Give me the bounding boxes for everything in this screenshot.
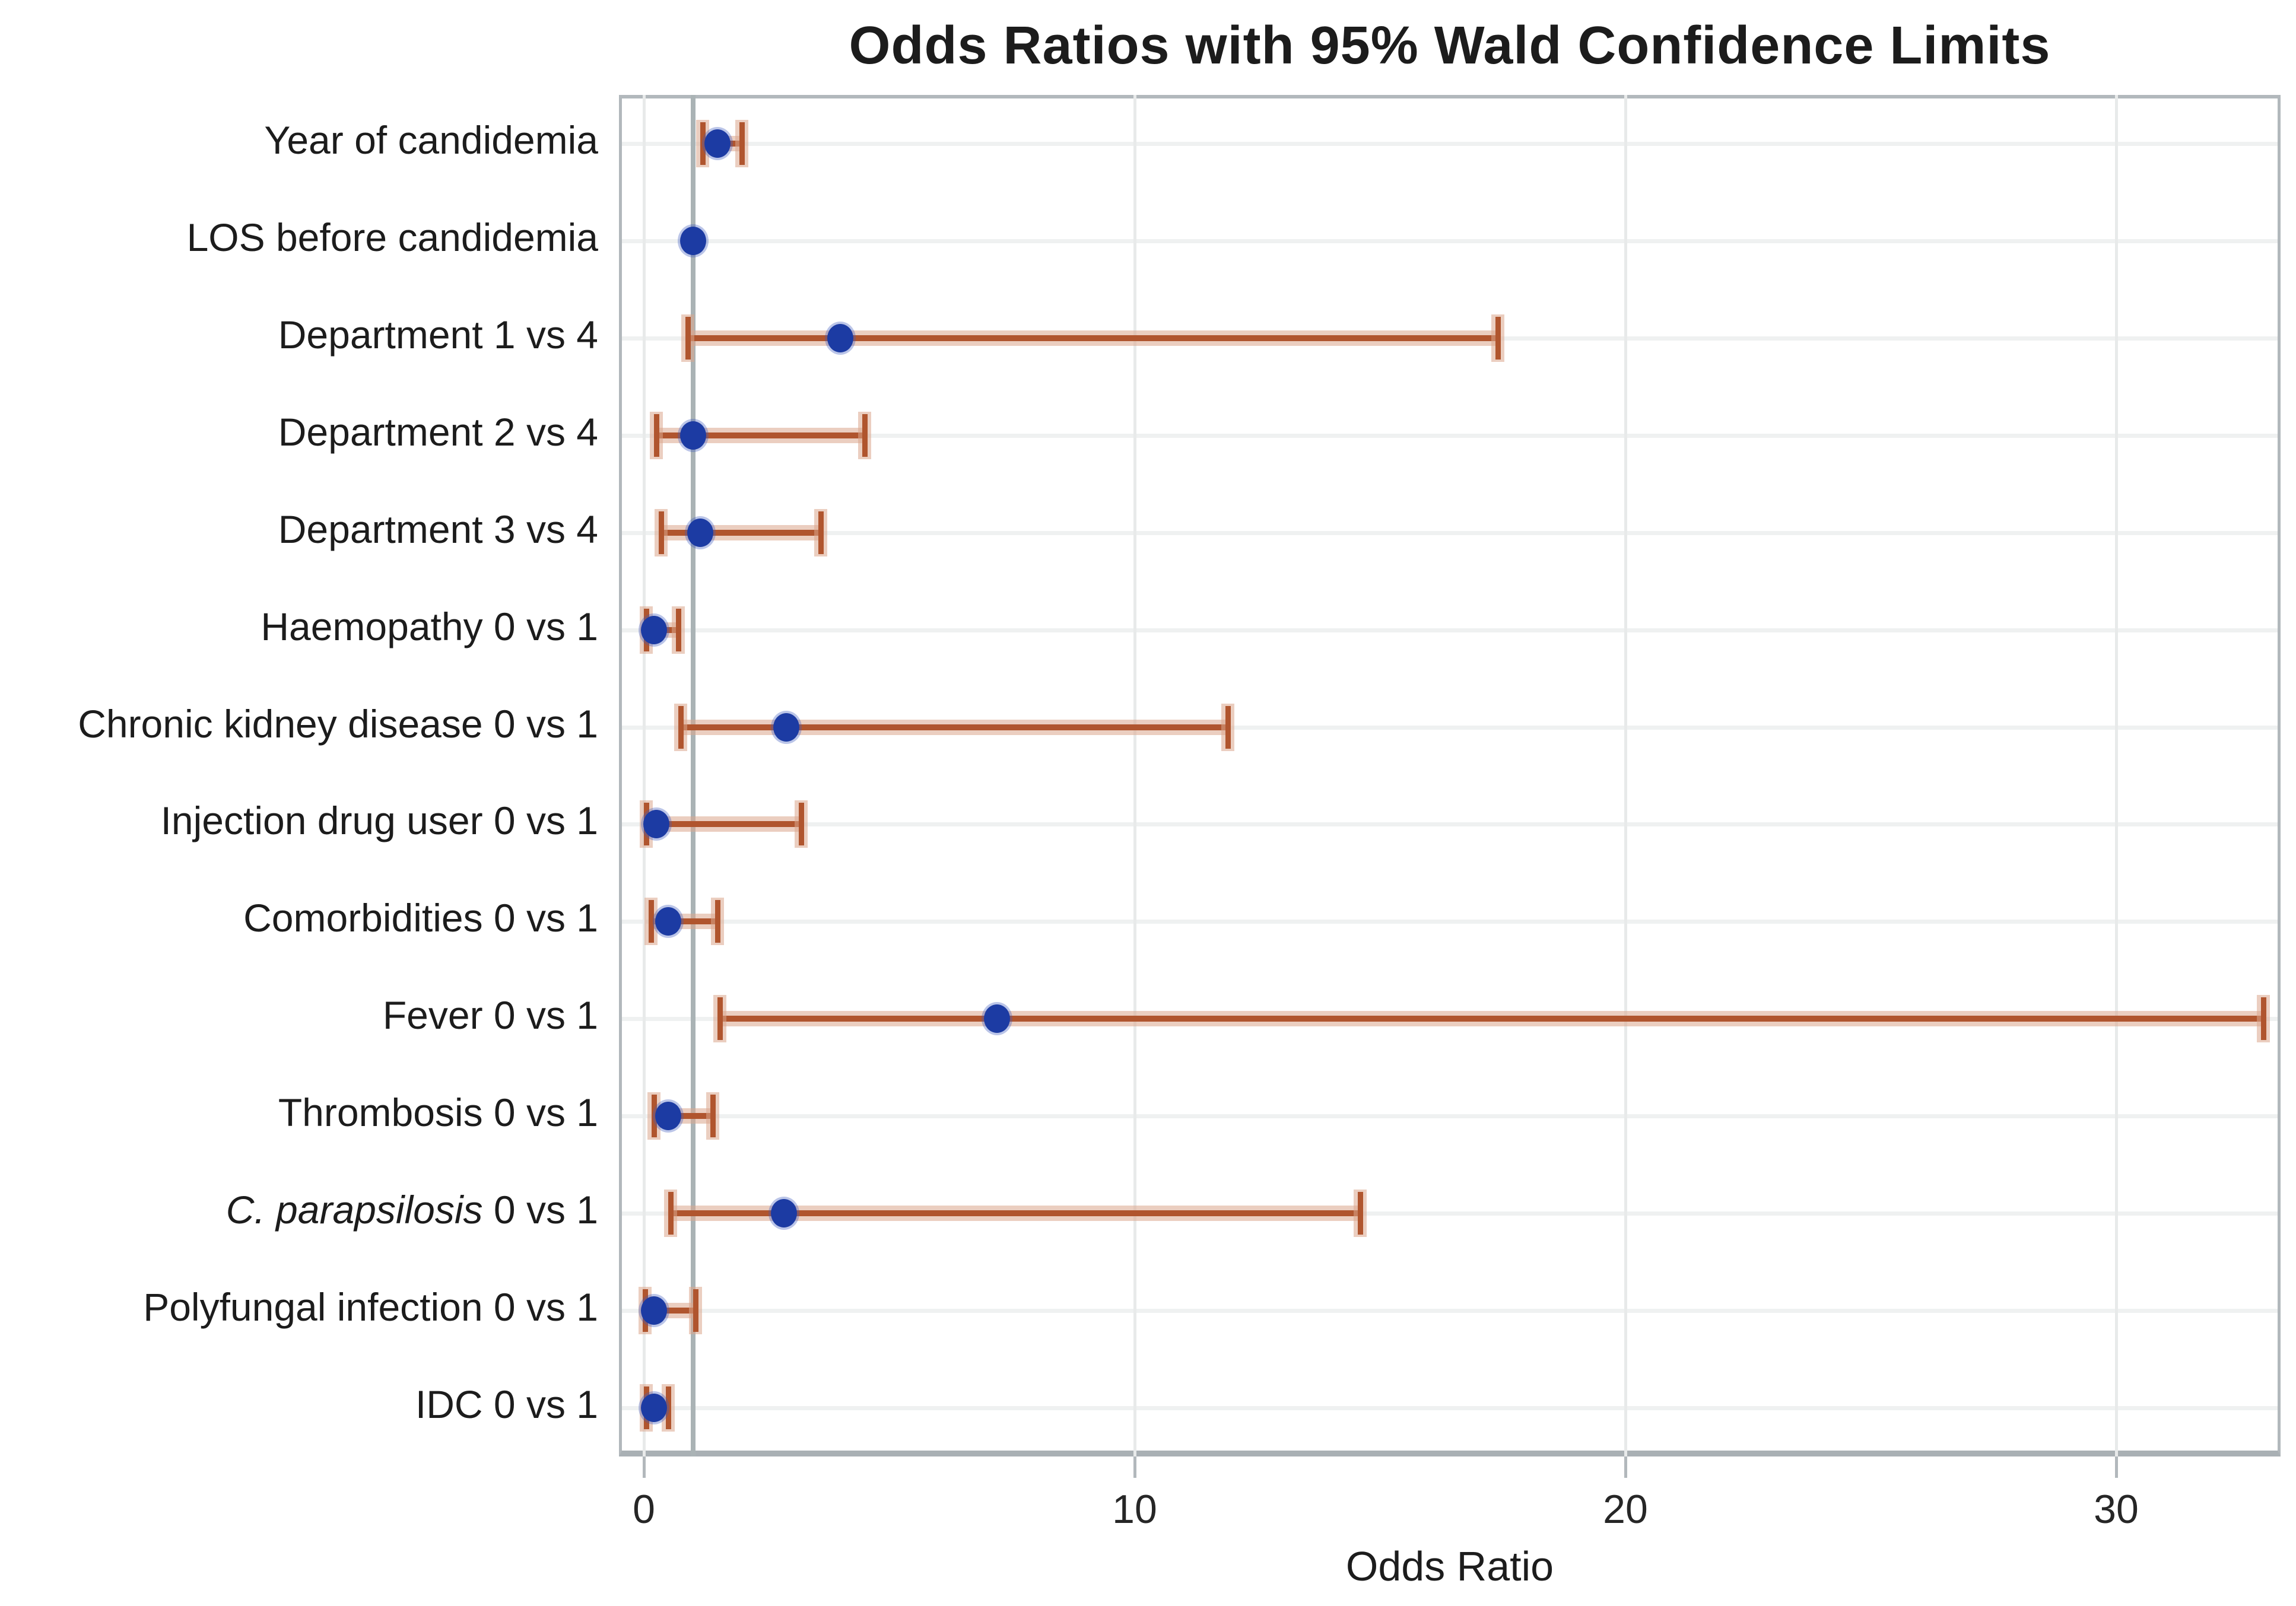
ci-cap-high (1495, 316, 1501, 360)
ci-cap-high (675, 608, 681, 651)
ci-bar (660, 529, 821, 536)
odds-ratio-marker (640, 1296, 667, 1325)
odds-ratio-marker (655, 907, 682, 936)
row-gridline (622, 238, 2278, 243)
row-gridline (622, 433, 2278, 438)
odds-ratio-marker (643, 810, 669, 839)
category-label: Polyfungal infection 0 vs 1 (143, 1285, 598, 1330)
x-tick-label: 30 (2094, 1487, 2139, 1532)
ci-cap-low (658, 511, 664, 554)
ci-bar (671, 1210, 1361, 1217)
x-gridline (2115, 95, 2118, 1456)
category-label: Comorbidities 0 vs 1 (243, 896, 598, 940)
ci-cap-high (798, 803, 804, 846)
x-tick-label: 0 (633, 1487, 655, 1532)
ci-cap-high (666, 1386, 672, 1430)
x-gridline (643, 95, 646, 1456)
ci-cap-low (668, 1192, 674, 1235)
ci-cap-low (653, 414, 659, 457)
ci-bar (653, 1113, 713, 1120)
row-gridline (622, 920, 2278, 924)
x-tick-mark (1624, 1456, 1627, 1478)
ci-bar (651, 918, 718, 925)
category-label: Thrombosis 0 vs 1 (278, 1090, 598, 1135)
category-label: LOS before candidemia (186, 215, 598, 259)
odds-ratio-marker (679, 421, 706, 450)
row-gridline (622, 725, 2278, 730)
x-gridline (1133, 95, 1136, 1456)
x-tick-mark (643, 1456, 646, 1478)
odds-ratio-marker (679, 226, 706, 255)
ci-cap-low (700, 122, 706, 165)
reference-line-or-1 (690, 95, 696, 1456)
x-tick-mark (2115, 1456, 2118, 1478)
ci-bar (646, 821, 801, 828)
ci-cap-high (818, 511, 824, 554)
ci-cap-high (710, 1095, 716, 1138)
chart-title: Odds Ratios with 95% Wald Confidence Lim… (849, 16, 2051, 75)
odds-ratio-marker (704, 129, 731, 158)
category-label: IDC 0 vs 1 (415, 1382, 598, 1427)
x-axis-title: Odds Ratio (1345, 1543, 1554, 1589)
ci-cap-low (685, 316, 691, 360)
odds-ratio-marker (640, 1394, 667, 1423)
ci-bar (681, 724, 1228, 730)
odds-ratio-marker (827, 323, 853, 352)
x-tick-label: 20 (1603, 1487, 1648, 1532)
ci-cap-low (678, 705, 684, 749)
odds-ratio-marker (640, 615, 667, 644)
ci-cap-low (651, 1095, 657, 1138)
category-label: Department 3 vs 4 (278, 507, 598, 551)
odds-ratio-marker (773, 713, 799, 742)
ci-cap-high (739, 122, 745, 165)
plot-area (619, 95, 2281, 1456)
odds-ratio-marker (984, 1004, 1011, 1033)
ci-cap-low (717, 997, 723, 1041)
ci-cap-high (1225, 705, 1231, 749)
category-label: Chronic kidney disease 0 vs 1 (78, 701, 598, 746)
ci-cap-high (862, 414, 868, 457)
ci-bar (656, 432, 865, 438)
category-label: Department 1 vs 4 (278, 312, 598, 357)
row-gridline (622, 1406, 2278, 1411)
row-gridline (622, 530, 2278, 535)
ci-cap-high (715, 900, 721, 943)
x-gridline (1624, 95, 1627, 1456)
ci-cap-low (649, 900, 655, 943)
category-label: C. parapsilosis 0 vs 1 (226, 1188, 598, 1232)
x-tick-label: 10 (1112, 1487, 1157, 1532)
ci-cap-high (1358, 1192, 1364, 1235)
row-gridline (622, 1309, 2278, 1314)
row-gridline (622, 822, 2278, 827)
row-gridline (622, 141, 2278, 146)
category-label: Fever 0 vs 1 (382, 993, 598, 1038)
ci-cap-high (693, 1289, 698, 1332)
category-label: Department 2 vs 4 (278, 409, 598, 454)
ci-bar (720, 1016, 2264, 1022)
ci-bar (645, 1308, 696, 1314)
ci-bar (688, 335, 1498, 341)
odds-ratio-marker (655, 1102, 682, 1131)
category-label: Year of candidemia (264, 117, 598, 162)
x-tick-mark (1133, 1456, 1136, 1478)
row-gridline (622, 1211, 2278, 1216)
category-label: Haemopathy 0 vs 1 (261, 604, 598, 648)
odds-ratio-marker (687, 518, 714, 547)
row-gridline (622, 628, 2278, 632)
ci-cap-high (2261, 997, 2267, 1041)
category-label: Injection drug user 0 vs 1 (160, 799, 598, 843)
odds-ratio-marker (770, 1199, 797, 1228)
row-gridline (622, 1114, 2278, 1119)
